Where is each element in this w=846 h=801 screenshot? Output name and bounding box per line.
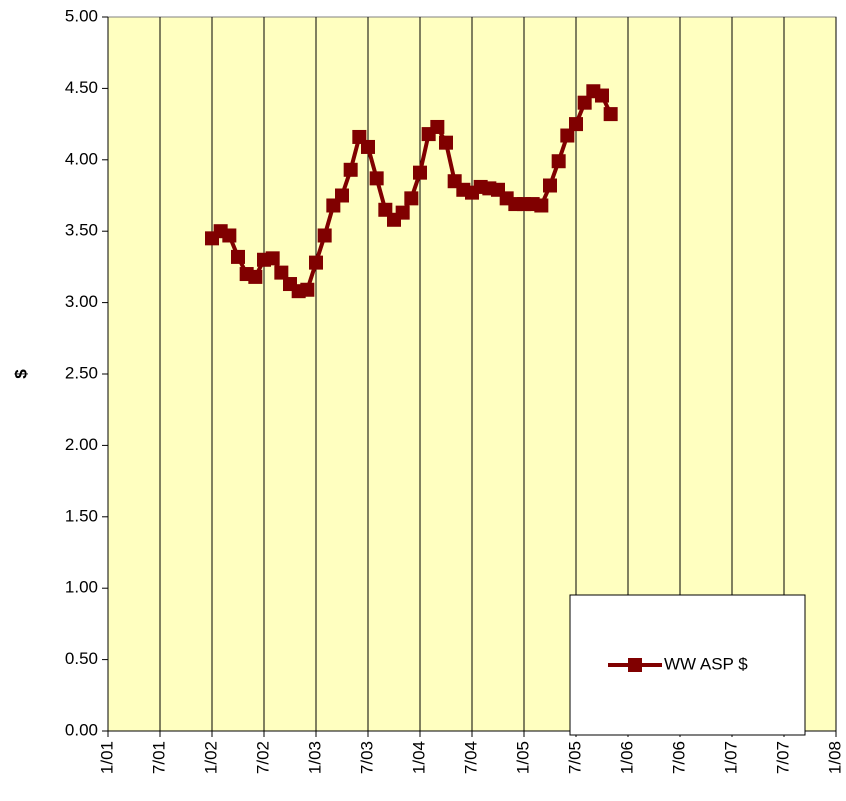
legend-label: WW ASP $ bbox=[664, 654, 748, 673]
marker bbox=[231, 249, 245, 264]
marker bbox=[430, 119, 445, 134]
marker bbox=[439, 135, 453, 150]
y-tick-label: 2.00 bbox=[65, 435, 98, 454]
x-tick-label: 7/07 bbox=[773, 741, 792, 774]
marker bbox=[361, 139, 375, 154]
x-tick-label: 1/05 bbox=[513, 741, 532, 774]
marker bbox=[248, 269, 263, 284]
marker bbox=[222, 228, 237, 243]
marker bbox=[300, 282, 315, 297]
marker bbox=[317, 228, 332, 243]
x-tick-label: 1/03 bbox=[305, 741, 324, 774]
y-tick-label: 1.00 bbox=[65, 578, 98, 597]
marker bbox=[577, 95, 592, 110]
x-tick-label: 1/01 bbox=[97, 741, 116, 774]
marker bbox=[309, 255, 323, 270]
marker bbox=[413, 165, 427, 180]
x-tick-label: 1/06 bbox=[617, 741, 636, 774]
marker bbox=[603, 107, 618, 122]
marker bbox=[343, 162, 358, 177]
y-tick-label: 0.50 bbox=[65, 649, 98, 668]
y-tick-label: 4.00 bbox=[65, 149, 98, 168]
marker bbox=[395, 205, 410, 220]
marker bbox=[404, 191, 419, 206]
marker bbox=[534, 198, 549, 213]
x-tick-label: 7/04 bbox=[461, 741, 480, 774]
y-tick-label: 3.50 bbox=[65, 221, 98, 240]
y-tick-label: 5.00 bbox=[65, 6, 98, 25]
y-tick-label: 0.00 bbox=[65, 720, 98, 739]
y-tick-label: 1.50 bbox=[65, 506, 98, 525]
x-tick-label: 7/06 bbox=[669, 741, 688, 774]
x-tick-label: 1/02 bbox=[201, 741, 220, 774]
x-tick-label: 7/03 bbox=[357, 741, 376, 774]
x-tick-label: 1/07 bbox=[721, 741, 740, 774]
x-tick-label: 1/04 bbox=[409, 741, 428, 774]
y-tick-label: 2.50 bbox=[65, 363, 98, 382]
y-tick-label: 4.50 bbox=[65, 78, 98, 97]
marker bbox=[369, 171, 384, 186]
marker bbox=[551, 154, 566, 169]
x-tick-label: 7/01 bbox=[149, 741, 168, 774]
y-tick-label: 3.00 bbox=[65, 292, 98, 311]
marker bbox=[543, 178, 557, 193]
marker bbox=[335, 188, 349, 203]
marker bbox=[569, 117, 583, 132]
marker bbox=[560, 128, 575, 143]
x-tick-label: 7/02 bbox=[253, 741, 272, 774]
marker bbox=[274, 265, 289, 280]
x-tick-label: 1/08 bbox=[825, 741, 844, 774]
marker bbox=[265, 251, 280, 266]
marker bbox=[595, 88, 609, 103]
legend-marker bbox=[628, 658, 642, 672]
x-tick-label: 7/05 bbox=[565, 741, 584, 774]
y-axis-label: $ bbox=[11, 369, 30, 379]
